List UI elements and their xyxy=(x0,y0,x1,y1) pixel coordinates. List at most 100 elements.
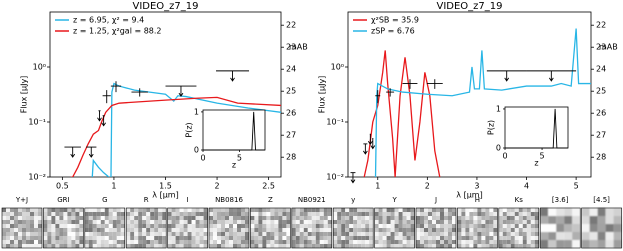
stamp-pixel xyxy=(291,236,296,240)
stamp-pixel xyxy=(138,228,143,232)
stamp-pixel xyxy=(502,240,507,244)
stamp-image xyxy=(291,208,332,248)
stamp-pixel xyxy=(199,240,204,244)
stamp-pixel xyxy=(303,240,308,244)
stamp-pixel xyxy=(120,232,125,236)
stamp-pixel xyxy=(217,244,221,248)
stamp-pixel xyxy=(262,208,267,212)
stamp-pixel xyxy=(67,212,72,216)
stamp-pixel xyxy=(333,236,338,240)
stamp-pixel xyxy=(179,240,184,244)
stamp-pixel xyxy=(51,216,56,220)
stamp-pixel xyxy=(452,208,456,212)
stamp-pixel xyxy=(100,244,105,248)
stamp-pixel xyxy=(195,224,200,228)
stamp-pixel xyxy=(341,232,346,236)
stamp-pixel xyxy=(175,232,180,236)
stamp-pixel xyxy=(146,228,151,232)
stamp-image xyxy=(498,208,539,248)
stamp-pixel xyxy=(130,232,135,236)
stamp-pixel xyxy=(10,208,14,212)
stamp-pixel xyxy=(84,216,89,220)
stamp-pixel xyxy=(303,236,308,240)
stamp-pixel xyxy=(374,244,379,248)
stamp-pixel xyxy=(26,212,30,216)
stamp-pixel xyxy=(361,212,366,216)
stamp-pixel xyxy=(14,236,18,240)
stamp-pixel xyxy=(262,228,267,232)
stamp-pixel xyxy=(116,232,121,236)
stamp-pixel xyxy=(162,240,167,244)
stamp-pixel xyxy=(410,220,415,224)
stamp-pixel xyxy=(489,244,494,248)
stamp-pixel xyxy=(572,208,581,216)
stamp-pixel xyxy=(10,224,14,228)
stamp-pixel xyxy=(461,232,466,236)
stamp-pixel xyxy=(448,228,452,232)
stamp-pixel xyxy=(167,232,172,236)
stamp-pixel xyxy=(22,244,26,248)
stamp-image xyxy=(43,208,84,248)
stamp-pixel xyxy=(424,216,428,220)
stamp-pixel xyxy=(175,224,180,228)
stamp-pixel xyxy=(514,208,519,212)
stamp-pixel xyxy=(217,228,221,232)
stamp-pixel xyxy=(378,244,383,248)
stamp-pixel xyxy=(349,224,354,228)
stamp-pixel xyxy=(195,220,200,224)
stamp-pixel xyxy=(30,244,34,248)
stamp-pixel xyxy=(34,232,38,236)
stamp-pixel xyxy=(311,208,316,212)
stamp-pixel xyxy=(473,232,478,236)
stamp-pixel xyxy=(315,220,320,224)
stamp-pixel xyxy=(493,220,498,224)
stamp-pixel xyxy=(353,240,358,244)
stamp-pixel xyxy=(179,244,184,248)
stamp-pixel xyxy=(341,224,346,228)
stamp-pixel xyxy=(221,232,225,236)
stamp-pixel xyxy=(79,228,84,232)
stamp-pixel xyxy=(199,228,204,232)
stamp-pixel xyxy=(374,236,379,240)
stamp-pixel xyxy=(333,232,338,236)
stamp-pixel xyxy=(233,244,237,248)
stamp-pixel xyxy=(365,216,370,220)
stamp-pixel xyxy=(162,224,167,228)
stamp-pixel xyxy=(30,216,34,220)
stamp-pixel xyxy=(6,232,10,236)
stamp-pixel xyxy=(229,228,233,232)
stamp-pixel xyxy=(213,236,217,240)
stamp-frame xyxy=(332,207,374,249)
stamp-pixel xyxy=(71,244,76,248)
stamp-pixel xyxy=(534,244,539,248)
stamp-pixel xyxy=(100,212,105,216)
inset-x-tick-label: 5 xyxy=(237,154,242,163)
stamp-pixel xyxy=(572,216,581,224)
inset-frame xyxy=(504,106,569,149)
stamp-pixel xyxy=(150,208,155,212)
stamp-pixel xyxy=(526,212,531,216)
stamp-pixel xyxy=(167,212,172,216)
stamp-pixel xyxy=(171,220,176,224)
stamp-frame xyxy=(291,207,333,249)
stamp-pixel xyxy=(398,216,403,220)
stamp-pixel xyxy=(209,208,213,212)
stamp-pixel xyxy=(386,236,391,240)
stamp-pixel xyxy=(402,228,407,232)
stamp-pixel xyxy=(398,224,403,228)
stamp-pixel xyxy=(465,244,470,248)
stamp-pixel xyxy=(258,240,263,244)
stamp-pixel xyxy=(138,208,143,212)
stamp-pixel xyxy=(282,244,287,248)
stamp-pixel xyxy=(514,228,519,232)
stamp-pixel xyxy=(315,244,320,248)
stamp-label: NB0816 xyxy=(215,196,243,204)
stamp-pixel xyxy=(100,224,105,228)
stamp-pixel xyxy=(199,244,204,248)
stamp-pixel xyxy=(378,236,383,240)
stamp-pixel xyxy=(540,232,549,240)
stamp-pixel xyxy=(323,216,328,220)
stamp-pixel xyxy=(319,228,324,232)
stamp-pixel xyxy=(84,236,89,240)
stamp-pixel xyxy=(605,232,614,240)
